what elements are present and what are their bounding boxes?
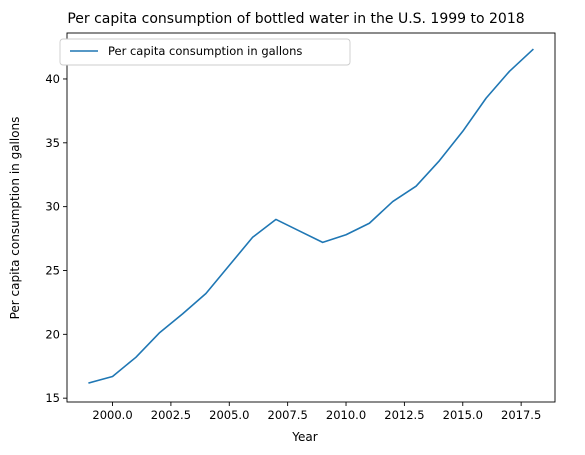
y-tick-label: 15 (45, 391, 60, 405)
legend: Per capita consumption in gallons (59, 38, 351, 66)
legend-box (59, 38, 351, 66)
y-axis-label: Per capita consumption in gallons (8, 117, 22, 320)
y-axis: 15 20 25 30 35 40 (45, 72, 67, 405)
x-tick-label: 2017.5 (501, 408, 541, 422)
series-line (88, 48, 534, 384)
y-tick-label: 25 (45, 263, 60, 277)
y-tick-label: 40 (45, 72, 60, 86)
x-tick-label: 2007.5 (268, 408, 308, 422)
plot-area (66, 32, 556, 403)
x-axis-label: Year (291, 430, 317, 444)
x-tick-label: 2005.0 (209, 408, 249, 422)
y-tick-label: 30 (45, 200, 60, 214)
y-tick-label: 35 (45, 136, 60, 150)
series-layer (88, 48, 534, 384)
x-tick-label: 2012.5 (384, 408, 424, 422)
x-tick-label: 2002.5 (151, 408, 191, 422)
x-tick-label: 2000.0 (92, 408, 132, 422)
y-tick-label: 20 (45, 327, 60, 341)
x-tick-label: 2010.0 (326, 408, 366, 422)
chart-title: Per capita consumption of bottled water … (67, 11, 524, 27)
x-tick-label: 2015.0 (443, 408, 483, 422)
plot-frame (66, 32, 556, 403)
legend-entry-label: Per capita consumption in gallons (108, 44, 302, 58)
x-axis: 2000.0 2002.5 2005.0 2007.5 2010.0 2012.5 2015… (92, 402, 541, 422)
